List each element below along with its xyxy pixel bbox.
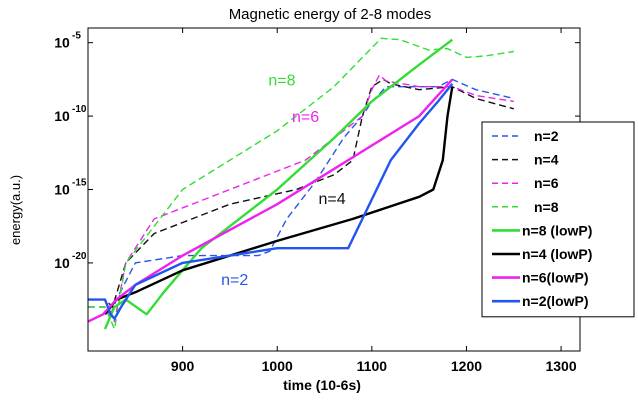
- series-line-3: [88, 37, 514, 330]
- y-axis-label: energy(a.u.): [8, 175, 23, 245]
- legend-label-3: n=8: [534, 199, 559, 215]
- legend-label-4: n=8 (lowP): [522, 222, 592, 238]
- annotation-label-3: n=2: [221, 272, 248, 289]
- y-tick-exponent-0: -5: [72, 31, 81, 42]
- x-tick-label-4: 1300: [545, 358, 576, 374]
- x-tick-label-1: 1000: [262, 358, 293, 374]
- legend-box: [481, 121, 635, 318]
- y-tick-exponent-1: -10: [72, 104, 87, 115]
- chart-title: Magnetic energy of 2-8 modes: [229, 6, 432, 23]
- legend: n=2 n=4 n=6 n=8 n=8 (lowP) n=4 (lowP) n=6(lowP…: [481, 121, 635, 318]
- series-line-2: [88, 74, 514, 323]
- series-layer: [88, 37, 514, 330]
- series-line-7: [88, 83, 454, 320]
- legend-label-0: n=2: [534, 128, 559, 144]
- x-tick-label-0: 900: [171, 358, 195, 374]
- y-tick-label-0: 10: [54, 35, 70, 51]
- x-tick-label-3: 1200: [451, 358, 482, 374]
- x-tick-label-2: 1100: [357, 358, 388, 374]
- annotation-label-0: n=8: [268, 72, 295, 89]
- y-tick-label-2: 10: [54, 182, 70, 198]
- legend-label-1: n=4: [534, 152, 559, 168]
- annotation-label-1: n=6: [292, 109, 319, 126]
- legend-label-6: n=6(lowP): [522, 270, 589, 286]
- legend-label-7: n=2(lowP): [522, 293, 589, 309]
- series-line-1: [88, 78, 514, 308]
- series-line-0: [88, 78, 514, 315]
- y-tick-exponent-3: -20: [72, 251, 87, 262]
- annotation-label-2: n=4: [319, 191, 346, 208]
- legend-label-5: n=4 (lowP): [522, 246, 592, 262]
- x-axis-label: time (10-6s): [283, 377, 361, 393]
- y-tick-exponent-2: -15: [72, 178, 87, 189]
- y-tick-label-1: 10: [54, 108, 70, 124]
- annotation-layer: n=8 n=6 n=4 n=2: [221, 72, 346, 289]
- legend-label-2: n=6: [534, 175, 559, 191]
- y-tick-label-3: 10: [54, 255, 70, 271]
- series-line-4: [103, 38, 454, 330]
